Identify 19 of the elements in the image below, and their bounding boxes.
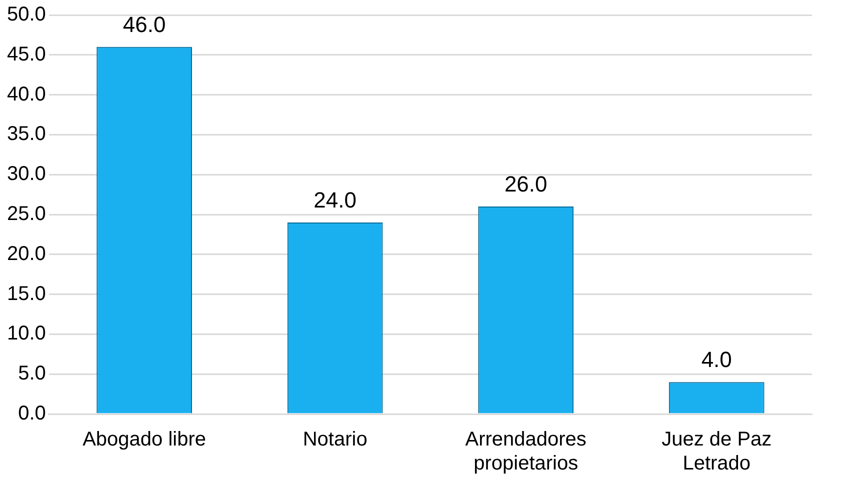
data-label: 24.0 xyxy=(314,188,356,213)
data-label: 26.0 xyxy=(504,172,548,197)
x-tick-label: Notario xyxy=(302,428,368,451)
y-tick-label: 25.0 xyxy=(6,203,46,226)
data-label: 46.0 xyxy=(122,12,166,37)
y-tick-label: 45.0 xyxy=(6,43,46,66)
y-tick-label: 30.0 xyxy=(6,163,46,186)
y-tick-label: 35.0 xyxy=(6,123,46,146)
y-tick-label: 0.0 xyxy=(18,402,46,425)
x-tick-label: Juez de Paz Letrado xyxy=(662,428,772,475)
y-tick-label: 5.0 xyxy=(18,362,46,385)
y-tick-label: 15.0 xyxy=(6,282,46,305)
y-tick-label: 10.0 xyxy=(6,322,46,345)
y-tick-label: 40.0 xyxy=(6,83,46,106)
x-tick-label: Arrendadores propietarios xyxy=(465,428,586,475)
data-label: 4.0 xyxy=(701,347,732,372)
x-tick-label: Abogado libre xyxy=(82,428,206,451)
y-tick-label: 50.0 xyxy=(6,4,46,26)
y-tick-label: 20.0 xyxy=(6,242,46,265)
